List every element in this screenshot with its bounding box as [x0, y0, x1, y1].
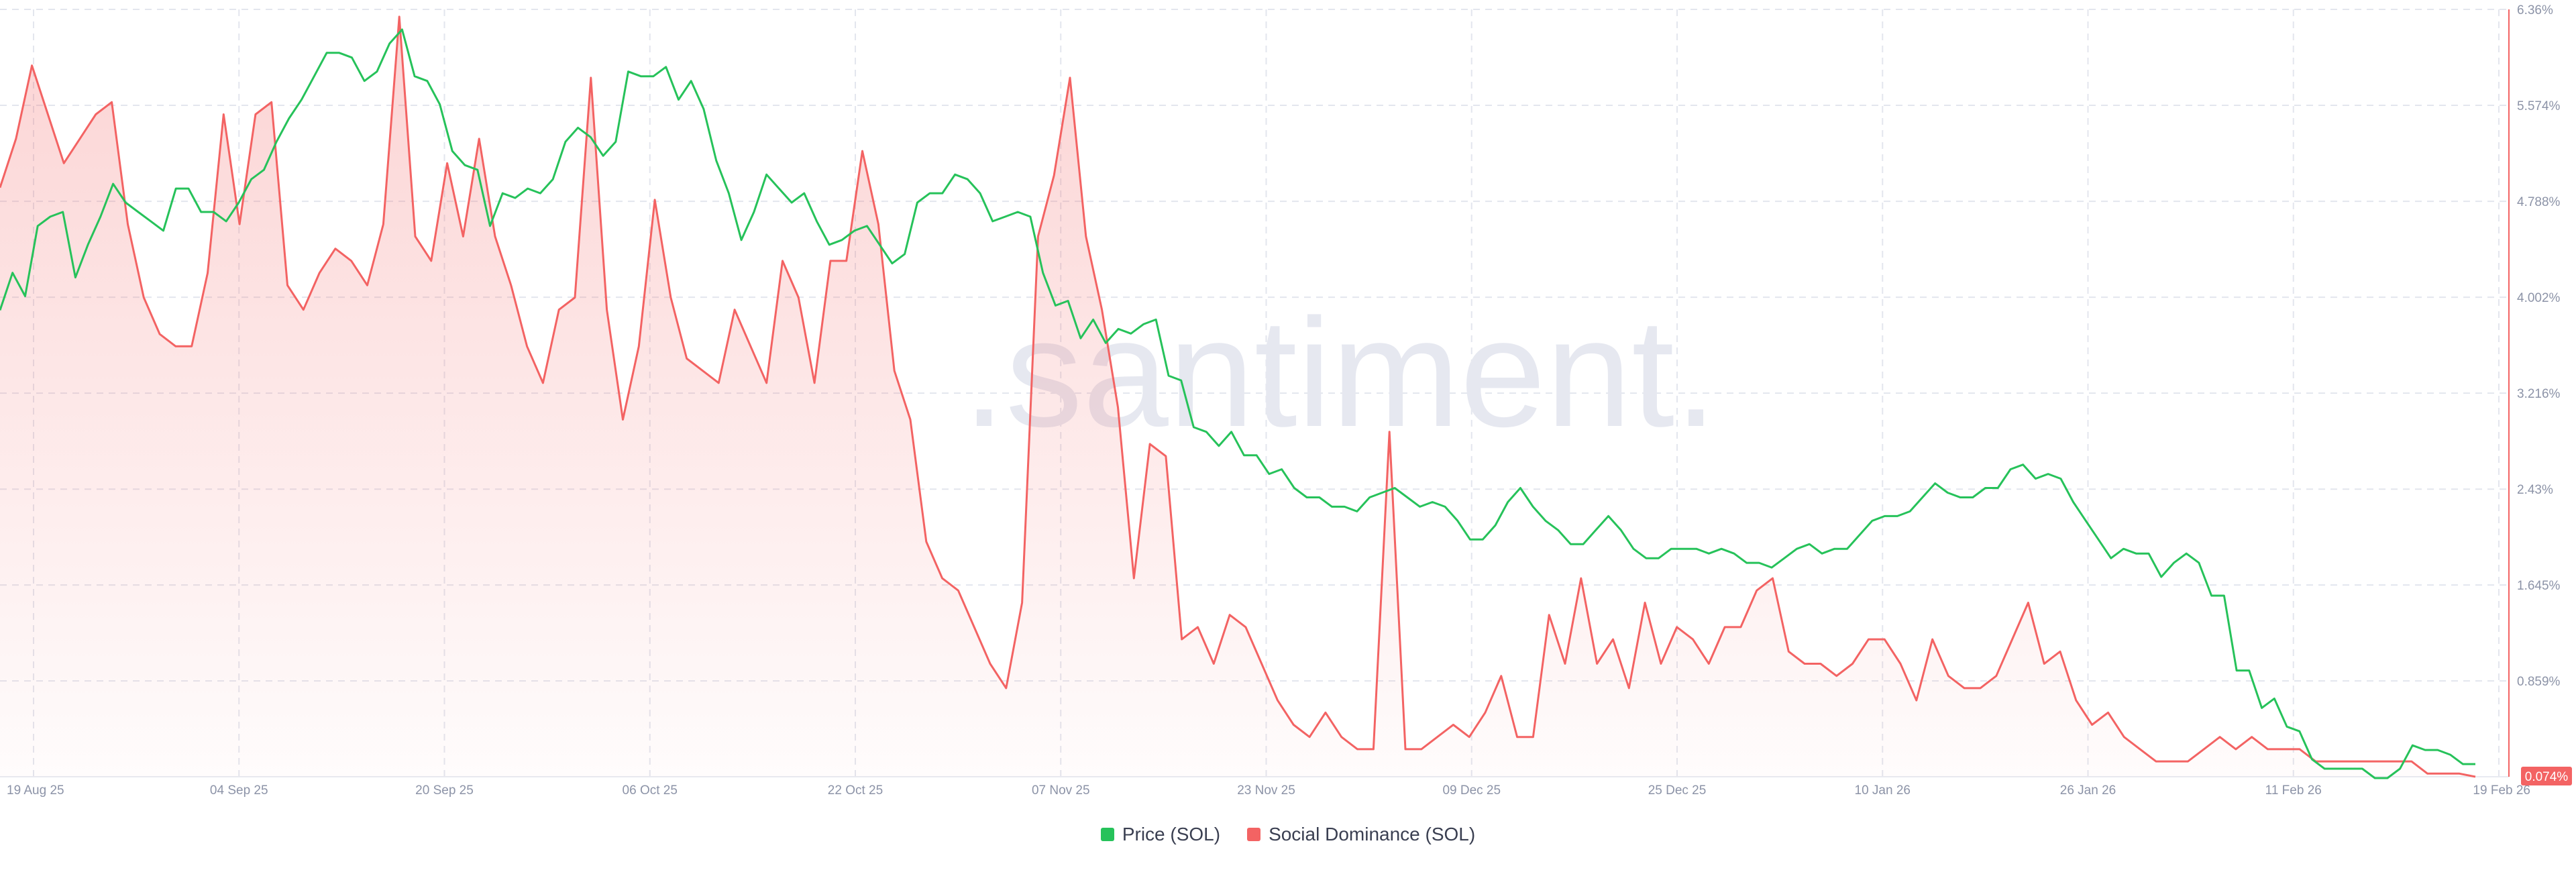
current-value-label: 0.074%: [2525, 770, 2569, 784]
x-tick-label: 22 Oct 25: [828, 783, 883, 798]
x-tick-label: 20 Sep 25: [415, 783, 474, 798]
y-tick-label: 1.645%: [2517, 579, 2561, 593]
series-line-social-dominance: [0, 15, 2476, 778]
x-axis: 19 Aug 25 04 Sep 25 20 Sep 25 06 Oct 25 22 O…: [7, 783, 2530, 798]
legend-label-dominance: Social Dominance (SOL): [1269, 824, 1476, 844]
y-tick-label: 2.43%: [2517, 483, 2553, 497]
y-tick-label: 5.574%: [2517, 99, 2561, 113]
dominance-area: [0, 16, 2475, 777]
legend-label-price: Price (SOL): [1122, 824, 1221, 844]
series-lines: [0, 15, 2476, 779]
y-tick-label: 4.788%: [2517, 195, 2561, 209]
legend: Price (SOL) Social Dominance (SOL): [0, 824, 2576, 845]
x-tick-label: 11 Feb 26: [2265, 783, 2322, 798]
x-tick-label: 25 Dec 25: [1648, 783, 1707, 798]
x-tick-label: 04 Sep 25: [210, 783, 268, 798]
y-tick-label: 0.859%: [2517, 675, 2561, 689]
series-line-price: [0, 28, 2475, 779]
y-tick-label: 6.36%: [2517, 3, 2553, 17]
current-value-badge: 0.074%: [2521, 767, 2572, 785]
x-tick-label: 23 Nov 25: [1237, 783, 1295, 798]
dominance-area-fill: [0, 16, 2475, 777]
legend-item-dominance[interactable]: Social Dominance (SOL): [1247, 824, 1475, 845]
legend-swatch-price: [1100, 828, 1114, 841]
y-tick-label: 4.002%: [2517, 291, 2561, 305]
x-tick-label: 06 Oct 25: [623, 783, 678, 798]
x-tick-label: 19 Feb 26: [2473, 783, 2530, 798]
x-tick-label: 09 Dec 25: [1442, 783, 1501, 798]
y-axis-right: 6.36% 5.574% 4.788% 4.002% 3.216% 2.43% 1.645%…: [2517, 3, 2561, 689]
legend-swatch-dominance: [1247, 828, 1261, 841]
legend-item-price[interactable]: Price (SOL): [1100, 824, 1221, 845]
x-tick-label: 10 Jan 26: [1855, 783, 1911, 798]
y-tick-label: 3.216%: [2517, 387, 2561, 401]
x-tick-label: 26 Jan 26: [2060, 783, 2116, 798]
x-tick-label: 19 Aug 25: [7, 783, 64, 798]
x-tick-label: 07 Nov 25: [1032, 783, 1090, 798]
